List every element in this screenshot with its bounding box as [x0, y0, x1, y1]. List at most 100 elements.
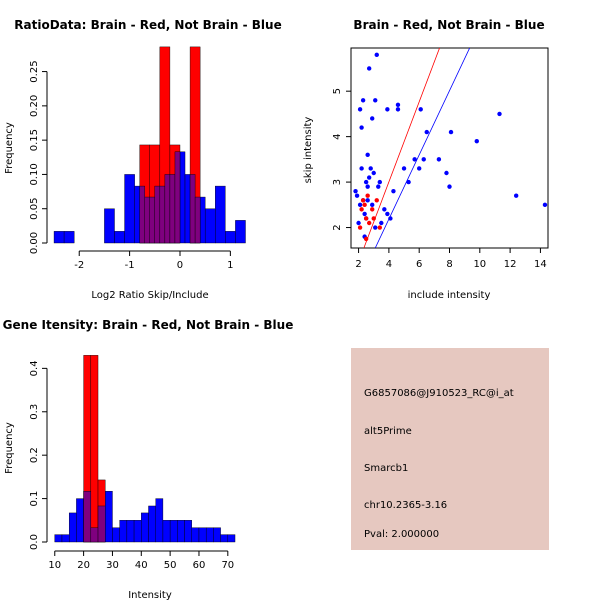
- ratio-x-tick-label: -2: [74, 260, 84, 271]
- scatter-blue-point: [388, 216, 393, 221]
- ratio-y-tick-label: 0.25: [29, 60, 40, 82]
- ratio-overlap-bar: [189, 174, 196, 244]
- scatter-xlabel: include intensity: [408, 290, 491, 301]
- scatter-blue-point: [412, 157, 417, 162]
- gene-blue-bar: [61, 534, 70, 543]
- scatter-y-tick-label: 4: [332, 133, 343, 139]
- gene-blue-bar: [184, 520, 192, 543]
- gene-y-tick-label: 0.4: [29, 360, 40, 376]
- scatter-title: Brain - Red, Not Brain - Blue: [353, 18, 544, 32]
- ratio-blue-bar: [124, 174, 135, 244]
- scatter-blue-point: [368, 166, 373, 171]
- scatter-blue-point: [357, 107, 363, 112]
- ratio-blue-bar: [63, 231, 75, 244]
- scatter-blue-point: [424, 129, 429, 135]
- gene-blue-bar: [119, 520, 128, 543]
- scatter-axes: 2 4 6 8 10 12 14 2 3 4 5: [332, 88, 547, 270]
- scatter-blue-point: [395, 107, 401, 112]
- gene-blue-bar: [213, 527, 221, 543]
- scatter-blue-point: [385, 211, 390, 217]
- gene-blue-bar: [68, 512, 77, 543]
- scatter-y-tick-label: 2: [332, 224, 343, 230]
- gene-overlap-bar: [83, 491, 92, 543]
- scatter-blue-point: [373, 225, 378, 230]
- ratio-overlap-bar: [169, 174, 176, 244]
- gene-x-tick-label: 20: [77, 560, 90, 571]
- scatter-blue-point: [359, 125, 364, 130]
- ratio-y-tick-label: 0.10: [29, 163, 40, 185]
- ratio-xlabel: Log2 Ratio Skip/Include: [91, 290, 208, 301]
- scatter-blue-point: [406, 179, 411, 185]
- scatter-blue-point: [436, 157, 442, 162]
- scatter-fit-lines: [363, 48, 471, 248]
- probe-id: G6857086@J910523_RC@i_at: [364, 388, 514, 399]
- scatter-blue-point: [382, 207, 387, 212]
- gene-x-tick-label: 10: [48, 560, 61, 571]
- ratio-overlap-bar: [174, 151, 181, 244]
- gene-blue-bar: [191, 527, 200, 543]
- gene-blue-bar: [205, 527, 214, 543]
- gene-blue-bar: [227, 534, 236, 543]
- gene-y-tick-label: 0.1: [29, 491, 40, 507]
- ratio-x-tick-label: -1: [125, 260, 135, 271]
- scatter-x-tick-label: 4: [386, 259, 392, 270]
- scatter-blue-point: [370, 202, 375, 208]
- ratio-overlap-bar: [149, 196, 155, 244]
- scatter-plot-box: [350, 47, 549, 249]
- scatter-blue-point: [377, 179, 382, 185]
- scatter-blue-point: [354, 193, 360, 198]
- scatter-blue-point: [395, 102, 401, 108]
- gene-blue-bar: [112, 527, 120, 543]
- ratio-y-tick-label: 0.00: [29, 232, 40, 254]
- ratio-y-tick-label: 0.20: [29, 95, 40, 117]
- info-panel: G6857086@J910523_RC@i_at alt5Prime Smarc…: [351, 348, 549, 550]
- gene-blue-bar: [198, 527, 207, 543]
- gene-blue-bar: [177, 520, 185, 543]
- ratio-overlap-bar: [194, 196, 201, 244]
- scatter-points: [353, 52, 548, 242]
- ratio-x-tick-label: 0: [177, 260, 183, 271]
- ratio-blue-bar: [104, 208, 115, 244]
- gene-blue-bar: [155, 498, 164, 543]
- gene-intensity-histogram: Gene Itensity: Brain - Red, Not Brain - …: [3, 318, 294, 600]
- scatter-red-point: [357, 225, 363, 230]
- scatter-x-tick-label: 10: [473, 259, 486, 270]
- ratio-bars: [53, 46, 246, 244]
- scatter-blue-point: [448, 129, 454, 135]
- gene-x-tick-label: 40: [135, 560, 148, 571]
- gene-y-tick-label: 0.3: [29, 404, 40, 420]
- scatter-blue-point: [421, 157, 426, 162]
- scatter-blue-point: [371, 170, 376, 176]
- scatter-red-point: [374, 198, 379, 203]
- scatter-blue-point: [385, 107, 390, 112]
- gene-y-tick-label: 0.2: [29, 447, 40, 463]
- scatter-red-fit-line: [363, 48, 440, 248]
- scatter-blue-point: [363, 179, 369, 185]
- gene-blue-bar: [141, 512, 149, 543]
- ratio-overlap-bar: [154, 185, 161, 244]
- gene-blue-bar: [133, 520, 142, 543]
- ratio-x-tick-label: 1: [227, 260, 233, 271]
- ratio-blue-bar: [114, 231, 125, 244]
- gene-blue-bar: [162, 520, 171, 543]
- ratio-blue-bar: [235, 220, 246, 244]
- scatter-blue-point: [359, 166, 364, 171]
- gene-blue-bar: [54, 534, 63, 543]
- scatter-blue-point: [474, 138, 479, 144]
- ratio-axes: -2 -1 0 1 0.00 0.05 0.10 0.15 0.20 0.25: [29, 60, 234, 271]
- ratio-overlap-bar: [144, 196, 150, 244]
- scatter-red-point: [362, 202, 367, 208]
- gene-blue-bar: [148, 505, 156, 543]
- gene-overlap-bar: [90, 527, 99, 543]
- ratio-y-tick-label: 0.15: [29, 129, 40, 151]
- scatter-red-point: [365, 193, 370, 198]
- gene-x-tick-label: 70: [221, 560, 234, 571]
- scatter-blue-point: [447, 184, 452, 189]
- scatter-red-point: [377, 225, 382, 230]
- gene-xlabel: Intensity: [128, 590, 172, 600]
- scatter-blue-point: [418, 107, 423, 112]
- scatter-blue-point: [513, 193, 519, 198]
- scatter-blue-point: [366, 175, 372, 180]
- pval: Pval: 2.000000: [364, 529, 439, 540]
- scatter-blue-point: [542, 202, 548, 208]
